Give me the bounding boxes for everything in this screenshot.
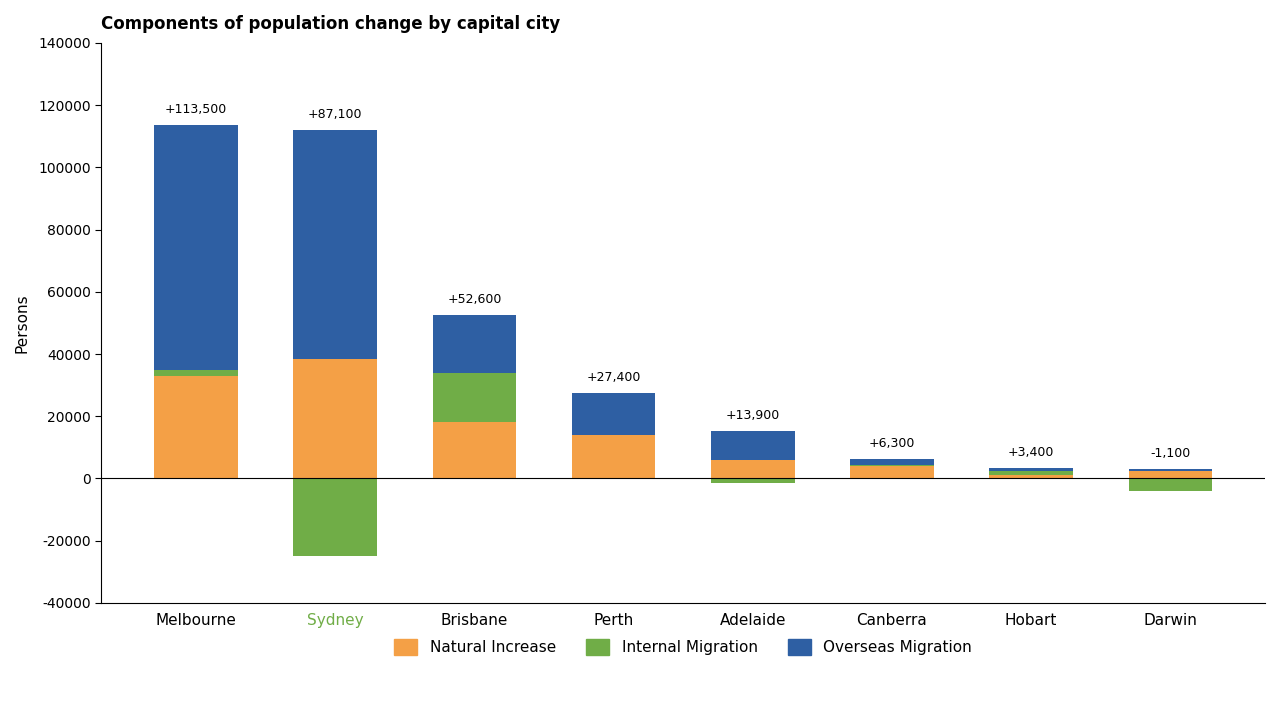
Text: +6,300: +6,300 [869,437,915,450]
Bar [850,466,933,479]
Bar [710,479,795,483]
Bar [155,125,238,369]
Bar [989,471,1073,475]
Bar [433,423,516,479]
Bar [850,459,933,465]
Legend: Natural Increase, Internal Migration, Overseas Migration: Natural Increase, Internal Migration, Ov… [387,631,979,662]
Text: -1,100: -1,100 [1151,447,1190,461]
Text: +27,400: +27,400 [586,372,641,384]
Bar [433,373,516,423]
Text: Components of population change by capital city: Components of population change by capit… [101,15,561,33]
Bar [433,315,516,373]
Bar [1129,479,1212,491]
Bar [155,369,238,376]
Bar [989,468,1073,471]
Bar [989,475,1073,479]
Y-axis label: Persons: Persons [15,293,29,353]
Bar [710,460,795,479]
Bar [293,479,378,557]
Text: +3,400: +3,400 [1007,446,1055,459]
Text: +87,100: +87,100 [308,108,362,121]
Bar [293,130,378,359]
Bar [1129,471,1212,479]
Bar [293,359,378,479]
Bar [710,431,795,460]
Bar [572,393,655,435]
Bar [572,435,655,479]
Bar [155,376,238,479]
Text: +113,500: +113,500 [165,104,227,117]
Bar [1129,469,1212,471]
Text: +13,900: +13,900 [726,408,780,422]
Text: +52,600: +52,600 [447,293,502,306]
